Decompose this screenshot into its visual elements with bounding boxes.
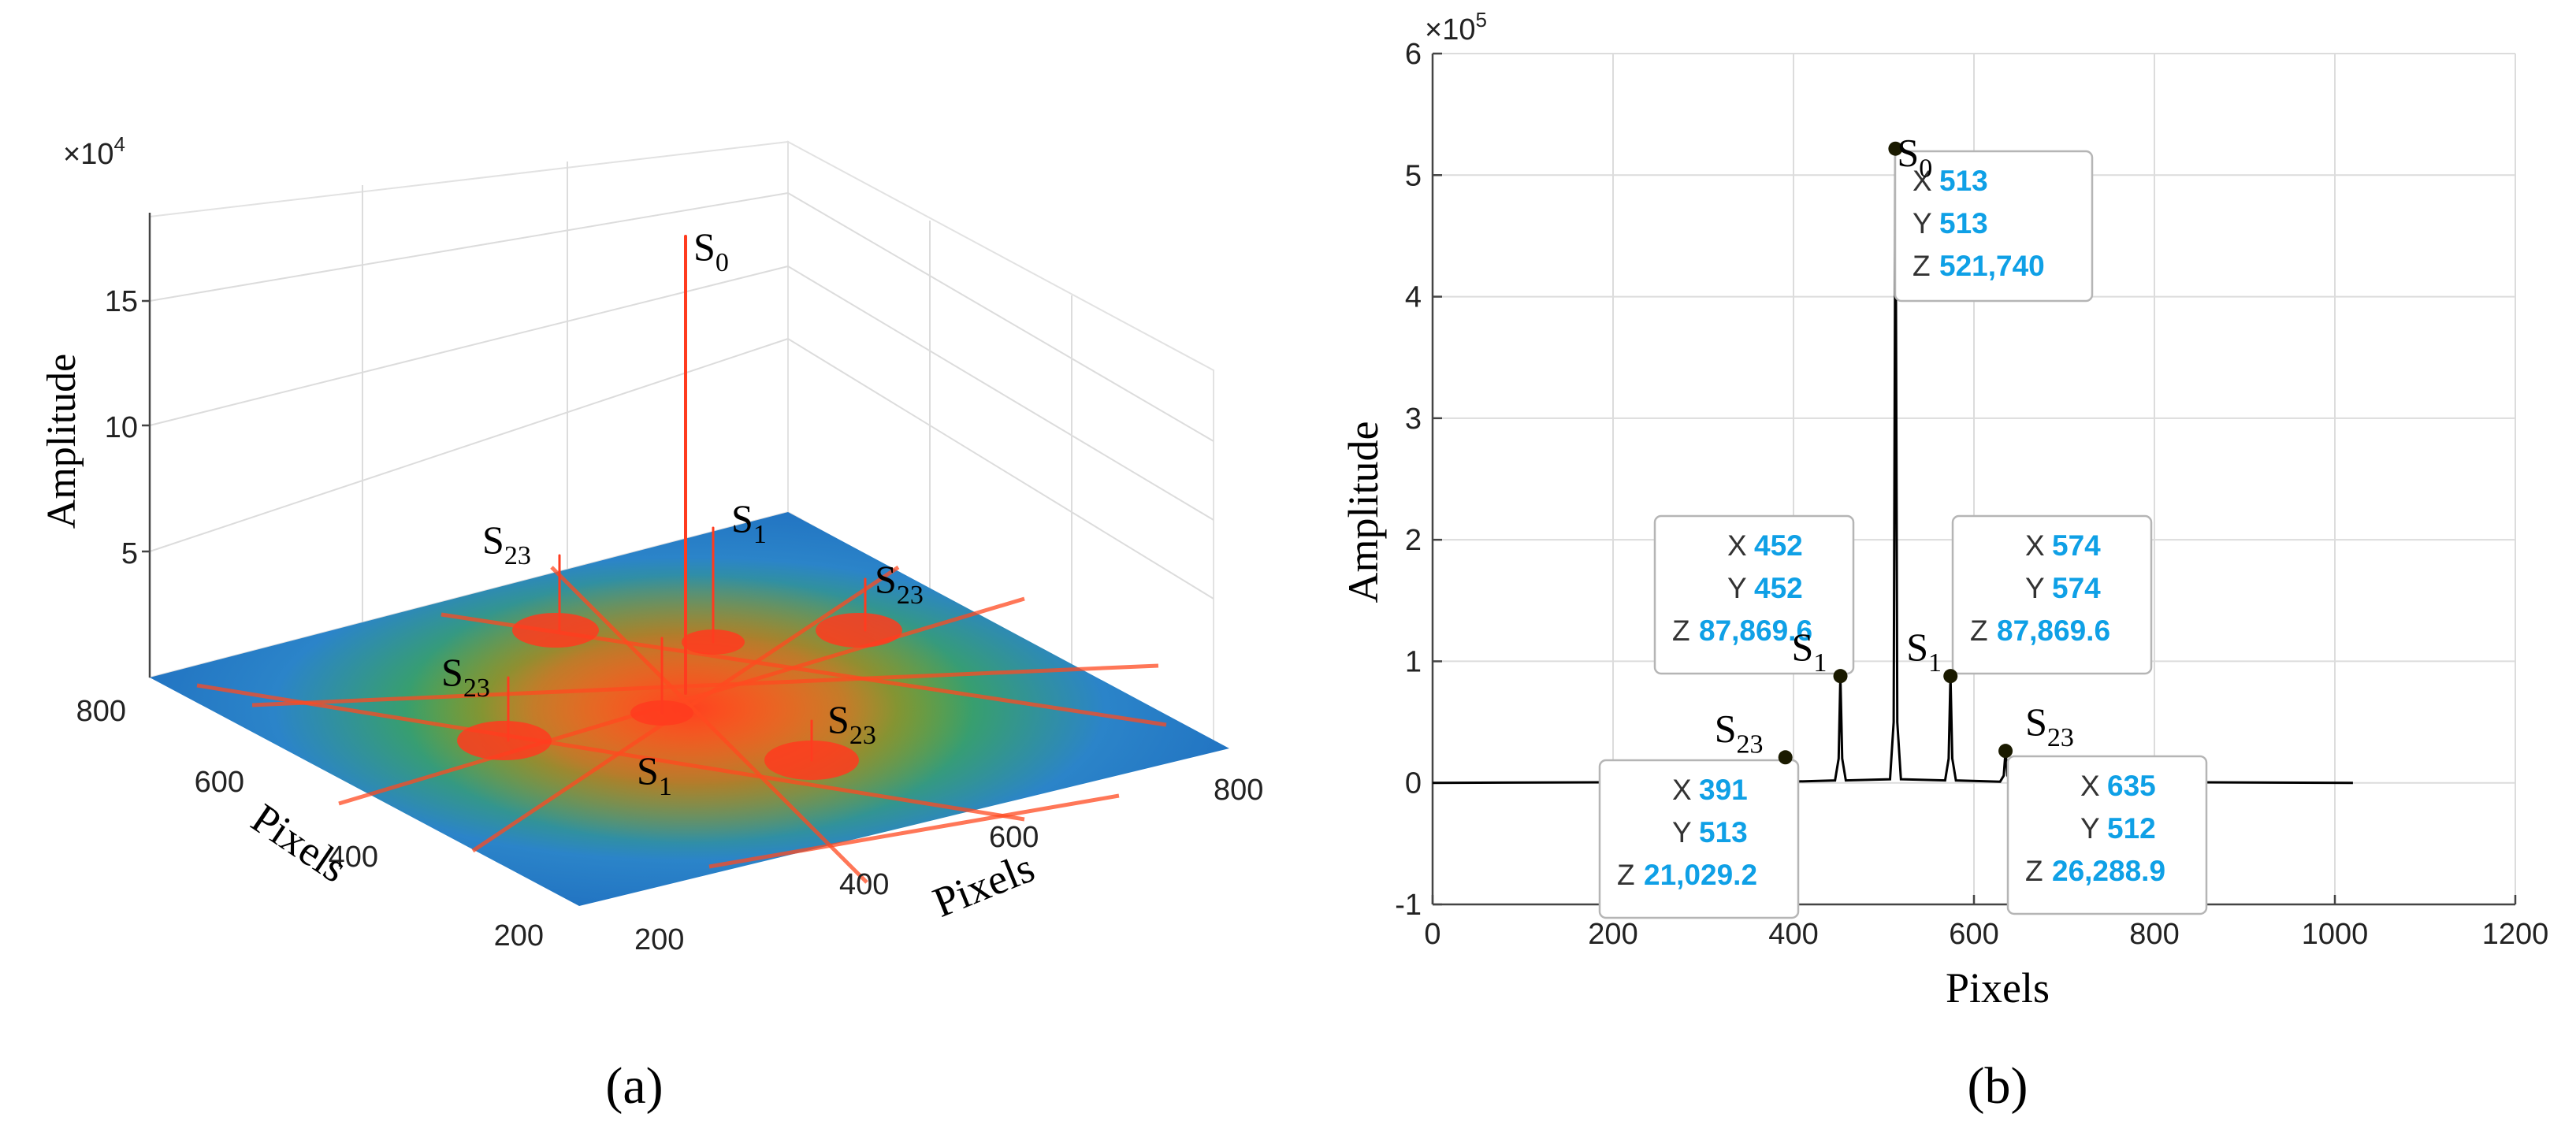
panel-b-datatip-box	[1894, 150, 2094, 303]
panel-a-x-tick: 800	[1214, 774, 1263, 807]
panel-a-z-tick: 15	[105, 285, 138, 318]
panel-b-datatip-key: X	[2080, 770, 2100, 802]
panel-b-datatip-key: Y	[1912, 207, 1932, 239]
panel-a-label: (a)	[605, 1057, 663, 1115]
panel-a-x-ticks: 200 400 600 800	[634, 774, 1263, 956]
panel-a-z-tick: 5	[121, 537, 138, 570]
panel-b-datatip-key: Z	[2025, 855, 2043, 887]
panel-b-y-tick-label: 6	[1405, 38, 1422, 71]
panel-b-y-tick-label: 3	[1405, 403, 1422, 436]
panel-b-datatip-key: Y	[2025, 572, 2045, 604]
panel-b-datatip-value: 391	[1699, 774, 1748, 806]
panel-b-peak-label: S0	[1897, 131, 1932, 184]
panel-a-x-tick: 400	[839, 868, 889, 901]
panel-b-datatip-value: 513	[1939, 207, 1988, 239]
panel-b-x-tick-label: 800	[2129, 918, 2179, 951]
panel-b-datatip-marker	[1888, 141, 1903, 156]
panel-a-x-tick: 600	[989, 821, 1039, 854]
panel-b-datatip-box	[1951, 514, 2153, 675]
panel-b-x-tick-label: 400	[1768, 918, 1818, 951]
panel-b-datatip-value: 452	[1754, 572, 1803, 604]
panel-a-peak-label-s23: S23	[441, 650, 490, 703]
panel-b-datatip-key: X	[1912, 165, 1932, 197]
panel-b-datatip-value: 87,869.6	[1699, 614, 1812, 647]
panel-b-datatip-marker	[1778, 750, 1793, 765]
panel-b-datatip-key: Z	[1912, 250, 1931, 282]
panel-b-x-tick-label: 1200	[2482, 918, 2549, 951]
panel-b-x-tick-label: 600	[1949, 918, 1998, 951]
panel-a-y-tick: 600	[195, 766, 244, 799]
panel-b-x-label: Pixels	[1946, 964, 2050, 1012]
panel-b-datatip-key: X	[1727, 529, 1747, 562]
panel-b-datatip-value: 512	[2107, 812, 2156, 845]
panel-b-y-tick-label: 1	[1405, 645, 1422, 678]
panel-b-peak-label: S23	[1715, 706, 1764, 759]
panel-a-peak-label-s1: S1	[731, 496, 767, 549]
panel-a-y-ticks: 800 600 400 200	[76, 695, 544, 952]
panel-b-datatip-key: X	[1672, 774, 1692, 806]
panel-b-datatip-value: 452	[1754, 529, 1803, 562]
panel-a-z-tick: 10	[105, 411, 138, 444]
panel-a-y-tick: 800	[76, 695, 126, 728]
panel-b-y-tick-label: -1	[1395, 889, 1422, 922]
panel-b-peak-label: S1	[1792, 625, 1827, 678]
panel-b-datatip-marker	[1998, 744, 2013, 759]
panel-b-datatip-value: 635	[2107, 770, 2156, 802]
panel-b-datatip-key: Y	[2080, 812, 2100, 845]
panel-b-datatip-marker	[1833, 669, 1848, 684]
panel-b-y-tick-label: 0	[1405, 767, 1422, 800]
panel-b-datatip-key: Z	[1970, 614, 1988, 647]
panel-b-datatip-key: Z	[1672, 614, 1690, 647]
panel-b-datatip-marker	[1943, 669, 1958, 684]
panel-a-peak-labels: S0 S1 S1 S23 S23 S23 S23	[441, 225, 924, 801]
panel-b-datatip-value: 574	[2052, 529, 2101, 562]
panel-a-peak-label-s23: S23	[482, 518, 531, 570]
panel-a-z-label: Amplitude	[39, 354, 84, 529]
panel-b-datatip-key: Y	[1672, 816, 1692, 848]
panel-b-datatip-value: 21,029.2	[1644, 859, 1757, 891]
panel-b-peak-label: S1	[1906, 625, 1942, 678]
panel-a-peak-label-s23: S23	[827, 697, 876, 750]
panel-b-datatip-value: 513	[1939, 165, 1988, 197]
panel-b-y-tick-label: 2	[1405, 524, 1422, 557]
panel-b-datatip-box	[1598, 759, 1800, 919]
panel-b-datatip-key: Z	[1617, 859, 1635, 891]
panel-b-y-multiplier: ×105	[1425, 8, 1487, 46]
panel-b-datatip-box	[1653, 514, 1855, 675]
panel-a-peak-label-s1: S1	[637, 748, 672, 801]
panel-a-x-label: Pixels	[927, 844, 1041, 926]
panel-b-datatip-key: Y	[1727, 572, 1747, 604]
panel-b-datatip-value: 26,288.9	[2052, 855, 2165, 887]
panel-b-label: (b)	[1968, 1057, 2028, 1115]
panel-b-x-tick-label: 1000	[2302, 918, 2369, 951]
panel-a-back-wall-grid	[149, 140, 1214, 750]
panel-a-z-multiplier: ×104	[63, 132, 125, 171]
panel-b-peak-label: S23	[2025, 700, 2074, 752]
panel-b-datatip-key: X	[2025, 529, 2045, 562]
panel-b-x-tick-label: 200	[1588, 918, 1637, 951]
panel-a-y-label: Pixels	[243, 794, 356, 892]
panel-a: ×104 5 10 15 800 600 400 200 200 400 600…	[39, 132, 1263, 1115]
panel-a-x-tick: 200	[634, 923, 684, 956]
panel-b-datatip-value: 87,869.6	[1997, 614, 2110, 647]
panel-b-datatip-value: 521,740	[1939, 250, 2045, 282]
panel-a-surface-streaks	[196, 565, 1167, 884]
panel-a-peak-label-s0: S0	[693, 225, 729, 277]
panel-b-datatip-box	[2006, 755, 2208, 915]
panel-a-z-ticks: 5 10 15	[105, 285, 150, 570]
panel-b-x-tick-label: 0	[1424, 918, 1440, 951]
panel-a-y-tick: 200	[494, 919, 544, 952]
panel-a-peak-spikes	[507, 235, 867, 762]
panel-b-y-tick-label: 5	[1405, 159, 1422, 192]
panel-a-peak-label-s23: S23	[875, 557, 924, 610]
panel-b-y-tick-label: 4	[1405, 281, 1422, 314]
panel-b-datatip-value: 574	[2052, 572, 2101, 604]
panel-b-y-label: Amplitude	[1340, 421, 1387, 603]
panel-b-datatip-value: 513	[1699, 816, 1748, 848]
panel-a-y-tick: 400	[329, 841, 378, 874]
